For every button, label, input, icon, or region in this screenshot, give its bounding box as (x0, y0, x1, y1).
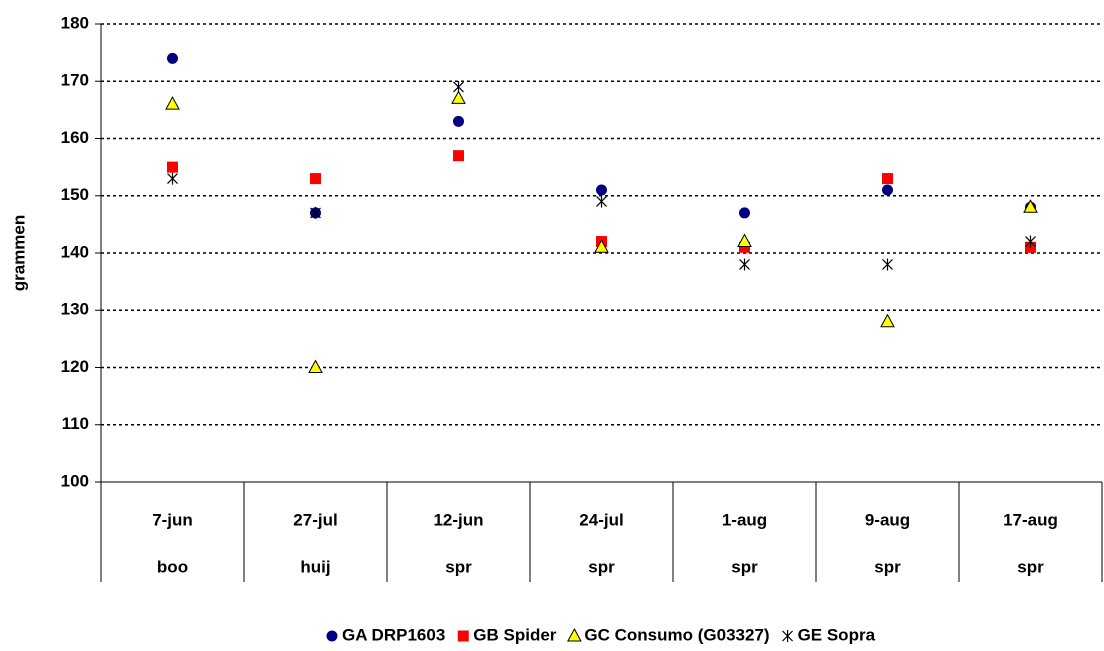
y-tick-label: 120 (61, 357, 89, 376)
data-point (167, 172, 178, 185)
legend-label: GC Consumo (G03327) (584, 625, 769, 644)
data-point (739, 207, 750, 219)
x-tick-group-label: spr (445, 557, 472, 576)
data-point (880, 313, 895, 328)
data-point (596, 195, 607, 208)
y-tick-label: 170 (61, 71, 89, 90)
x-tick-label: 9-aug (865, 510, 910, 529)
data-point (453, 80, 464, 93)
data-point (310, 173, 321, 185)
x-tick-label: 12-jun (433, 510, 483, 529)
y-tick-label: 110 (62, 414, 89, 433)
data-point (165, 96, 180, 110)
x-tick-group-label: spr (588, 557, 615, 576)
data-point (882, 173, 893, 185)
y-tick-label: 100 (61, 471, 89, 490)
y-axis-label: grammen (9, 215, 28, 292)
x-tick-label: 17-aug (1003, 510, 1058, 529)
x-tick-label: 27-jul (293, 510, 337, 529)
data-point (737, 233, 752, 248)
data-point (882, 258, 893, 271)
legend-label: GE Sopra (798, 625, 876, 644)
legend-marker (782, 630, 793, 642)
y-tick-label: 150 (61, 185, 89, 204)
data-point (594, 239, 609, 253)
data-point (739, 241, 750, 253)
data-point (453, 115, 464, 127)
legend-marker (457, 630, 469, 642)
data-point (310, 206, 321, 219)
x-tick-group-label: spr (874, 557, 901, 576)
x-tick-group-label: boo (157, 557, 188, 576)
data-point (596, 184, 607, 196)
y-tick-label: 160 (61, 128, 89, 147)
legend-marker (567, 627, 582, 642)
legend-label: GA DRP1603 (342, 625, 445, 644)
y-tick-label: 140 (61, 242, 89, 261)
data-point (739, 258, 750, 271)
data-point (1025, 235, 1036, 248)
data-point (451, 90, 466, 104)
x-tick-group-label: spr (1017, 557, 1044, 576)
data-point (167, 52, 178, 64)
x-tick-label: 7-jun (152, 510, 193, 529)
data-point (308, 359, 323, 373)
data-point (882, 184, 893, 196)
x-tick-group-label: spr (731, 557, 758, 576)
x-tick-label: 1-aug (722, 510, 767, 529)
data-point (453, 150, 464, 162)
y-tick-label: 130 (61, 300, 89, 319)
data-point (1023, 199, 1038, 213)
data-point (167, 161, 178, 173)
x-tick-label: 24-jul (579, 510, 623, 529)
y-tick-label: 180 (61, 13, 89, 32)
legend-marker (326, 630, 338, 642)
x-tick-group-label: huij (300, 557, 330, 576)
legend-label: GB Spider (473, 625, 557, 644)
